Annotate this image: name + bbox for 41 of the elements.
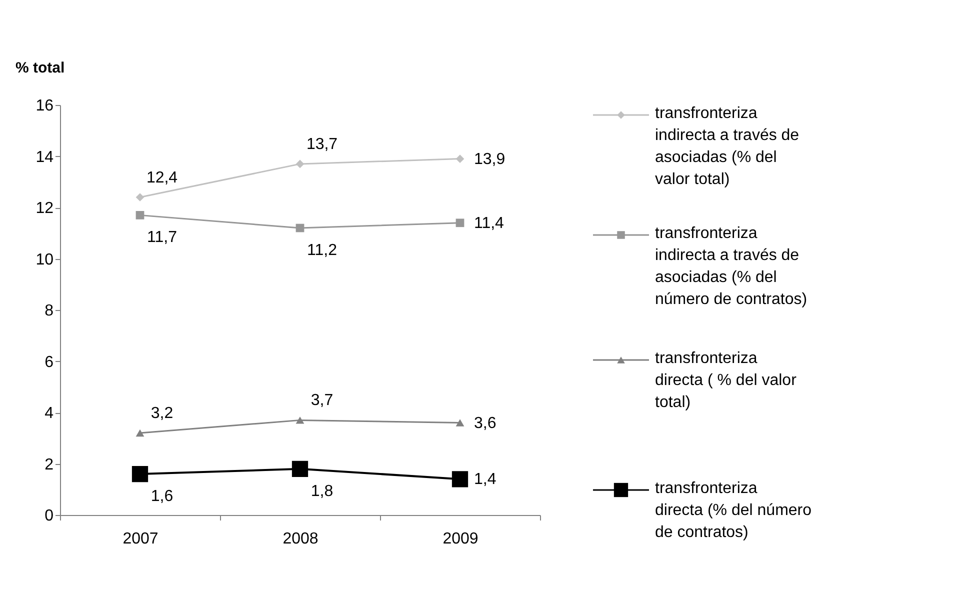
data-label: 11,7 bbox=[147, 229, 178, 246]
point bbox=[136, 429, 144, 437]
legend-label: transfronteriza indirecta a través de asociadas (% del número de contratos) bbox=[655, 225, 808, 308]
point bbox=[132, 466, 148, 482]
legend-label: transfronteriza directa ( % del valor total) bbox=[655, 350, 798, 411]
data-label: 13,9 bbox=[474, 150, 506, 168]
point bbox=[456, 154, 464, 163]
point bbox=[136, 193, 144, 202]
y-tick-label: 12 bbox=[36, 200, 54, 217]
data-label: 11,4 bbox=[474, 214, 504, 232]
data-label: 3,6 bbox=[474, 414, 496, 432]
y-tick-label: 4 bbox=[44, 405, 54, 422]
data-label: 11,2 bbox=[307, 242, 338, 259]
data-label: 3,7 bbox=[310, 392, 334, 410]
point bbox=[456, 218, 464, 228]
point bbox=[456, 419, 464, 426]
data-label: 13,7 bbox=[306, 136, 338, 153]
y-tick-label: 14 bbox=[36, 148, 54, 166]
data-label: 3,2 bbox=[150, 405, 174, 422]
point bbox=[452, 471, 468, 488]
data-label: 1,4 bbox=[474, 471, 496, 488]
y-tick-label: 2 bbox=[44, 456, 54, 474]
data-label: 1,8 bbox=[310, 482, 334, 500]
point bbox=[292, 460, 308, 477]
data-label: 12,4 bbox=[146, 169, 178, 186]
x-tick-label: 2007 bbox=[122, 530, 158, 548]
y-axis-title: % total bbox=[16, 60, 65, 76]
y-tick-label: 0 bbox=[44, 508, 54, 524]
y-tick-label: 8 bbox=[44, 302, 54, 320]
point bbox=[296, 224, 304, 232]
y-tick-label: 16 bbox=[36, 98, 54, 114]
point bbox=[296, 416, 304, 424]
data-label: 1,6 bbox=[150, 488, 174, 505]
y-tick-label: 6 bbox=[44, 354, 54, 371]
point bbox=[296, 160, 304, 168]
x-tick-label: 2008 bbox=[282, 530, 318, 548]
legend-label: transfronteriza directa (% del número de contratos) bbox=[655, 480, 812, 541]
y-tick-label: 10 bbox=[36, 251, 54, 268]
legend-label: transfronteriza indirecta a través de asociadas (% del valor total) bbox=[655, 105, 800, 188]
x-tick-label: 2009 bbox=[442, 530, 478, 548]
point bbox=[136, 211, 144, 220]
